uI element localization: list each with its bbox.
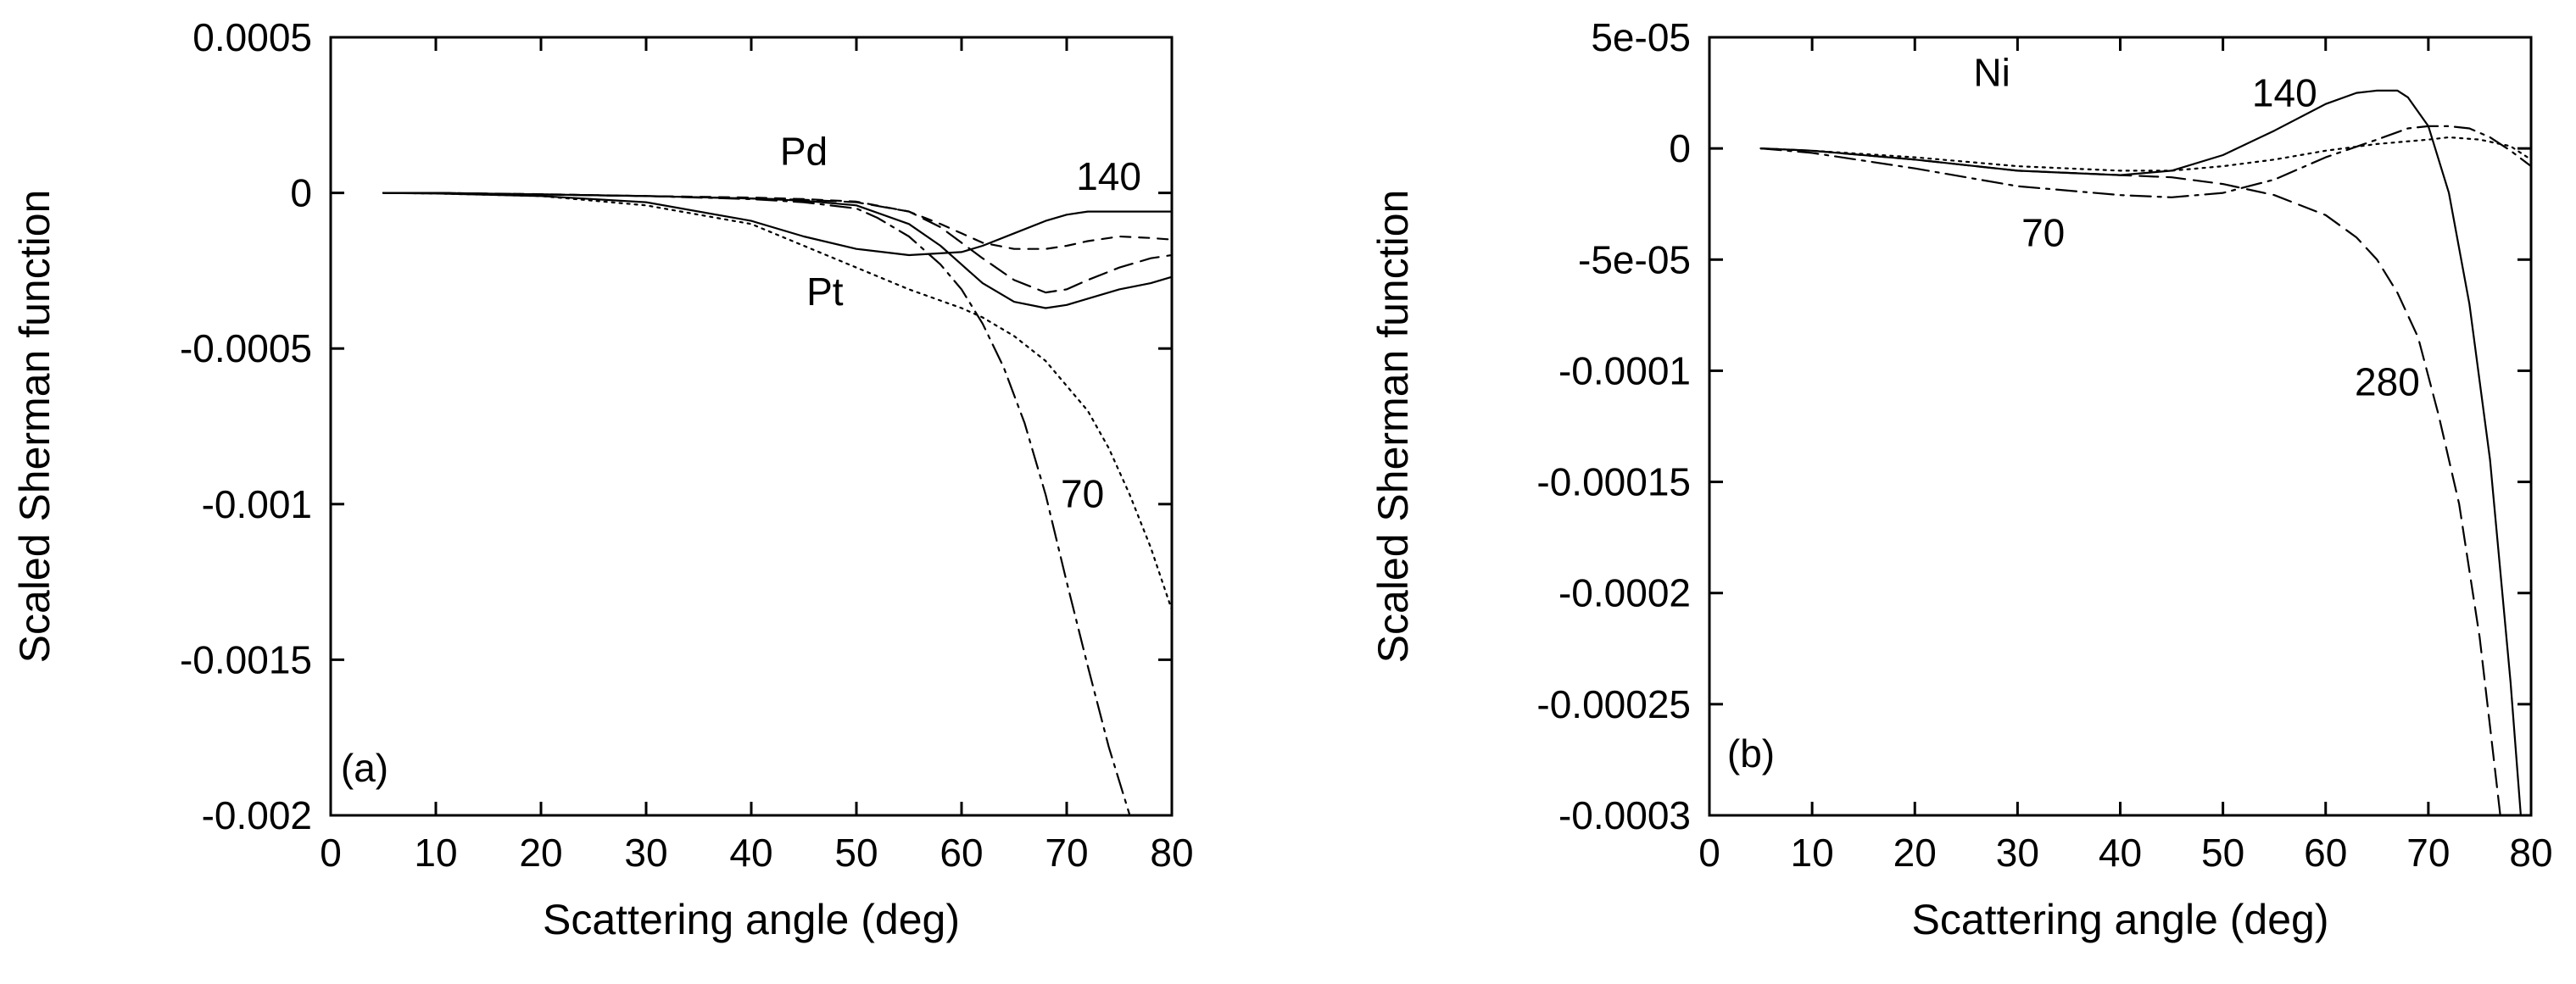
x-tick-label: 60	[940, 831, 983, 875]
y-tick-label: -0.002	[202, 793, 312, 837]
x-tick-label: 0	[320, 831, 342, 875]
series-line-pt-70	[382, 192, 1172, 611]
x-tick-label: 30	[1996, 831, 2039, 875]
y-tick-label: 0.0005	[192, 15, 312, 59]
y-tick-label: 0	[290, 171, 312, 215]
x-tick-label: 70	[1045, 831, 1088, 875]
x-tick-label: 40	[2099, 831, 2142, 875]
y-tick-label: -0.0015	[180, 637, 312, 681]
y-axis-title: Scaled Sherman function	[11, 190, 59, 664]
panel-label: (a)	[341, 746, 388, 790]
x-tick-label: 10	[1791, 831, 1834, 875]
series-line-ni-140	[1759, 89, 2522, 815]
x-tick-label: 50	[2201, 831, 2244, 875]
y-tick-label: -0.0005	[180, 326, 312, 370]
series-line-pt-280	[382, 192, 1172, 250]
annotation-label: 140	[1076, 154, 1141, 198]
y-tick-label: -0.0001	[1558, 348, 1691, 392]
x-tick-label: 50	[834, 831, 878, 875]
annotation-label: 140	[2252, 70, 2317, 114]
y-tick-label: -0.0002	[1558, 571, 1691, 615]
series-line-ni-dotted	[1759, 136, 2531, 172]
x-tick-label: 80	[1150, 831, 1193, 875]
y-tick-label: 0	[1669, 126, 1691, 170]
series-line-ni-280	[1759, 147, 2501, 815]
x-tick-label: 20	[1893, 831, 1937, 875]
x-tick-label: 40	[729, 831, 772, 875]
y-tick-label: -0.001	[202, 482, 312, 526]
x-axis-title: Scattering angle (deg)	[543, 896, 960, 943]
series-group	[1759, 89, 2531, 815]
plot-frame	[1708, 36, 2533, 817]
annotation-label: Pt	[806, 270, 844, 314]
y-tick-label: 5e-05	[1591, 15, 1691, 59]
x-tick-label: 10	[414, 831, 457, 875]
x-tick-label: 80	[2509, 831, 2552, 875]
plot-frame	[329, 36, 1174, 817]
x-axis-title: Scattering angle (deg)	[1912, 896, 2329, 943]
x-tick-label: 0	[1698, 831, 1720, 875]
y-tick-label: -0.0003	[1558, 793, 1691, 837]
panel-label: (b)	[1727, 731, 1775, 776]
x-tick-label: 30	[624, 831, 667, 875]
y-tick-label: -5e-05	[1578, 237, 1691, 281]
series-group	[382, 192, 1172, 815]
annotation-label: 280	[2355, 359, 2420, 403]
y-tick-label: -0.00025	[1536, 682, 1691, 726]
x-tick-label: 70	[2406, 831, 2450, 875]
annotation-label: 70	[2021, 211, 2065, 255]
annotation-label: Pd	[780, 130, 828, 174]
x-tick-label: 20	[519, 831, 562, 875]
chart-panel-a: 0 10 20 30 40 50 60 70 80 0.0005 0 -0.0005 -0.001 -0.…	[11, 15, 1194, 943]
y-tick-label: -0.00015	[1536, 460, 1691, 504]
x-tick-label: 60	[2304, 831, 2347, 875]
series-line-pd-280	[382, 192, 1172, 294]
annotation-label: 70	[1061, 471, 1104, 515]
series-line-pd-140	[382, 192, 1172, 257]
series-line-pd-70	[382, 192, 1131, 815]
series-line-ni-70	[1759, 125, 2531, 198]
chart-panel-b: 0 10 20 30 40 50 60 70 80 5e-05 0 -5e-05 -0.0001 -0.0…	[1369, 15, 2553, 943]
annotation-label: Ni	[1973, 51, 2010, 95]
y-axis-title: Scaled Sherman function	[1369, 190, 1417, 664]
